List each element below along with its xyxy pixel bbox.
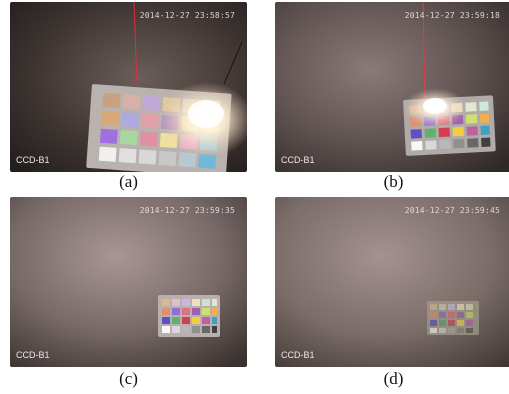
timestamp-a: 2014-12-27 23:58:57 (139, 11, 235, 20)
caption-d: (d) (383, 369, 404, 388)
camera-label-c: CCD-B1 (16, 350, 50, 360)
caption-b: (b) (383, 172, 404, 191)
camera-label-a: CCD-B1 (16, 155, 50, 165)
camera-label-d: CCD-B1 (281, 350, 315, 360)
timestamp-b: 2014-12-27 23:59:18 (404, 11, 500, 20)
underwater-image-a (10, 2, 247, 172)
timestamp-c: 2014-12-27 23:59:35 (139, 206, 235, 215)
timestamp-d: 2014-12-27 23:59:45 (404, 206, 500, 215)
caption-c: (c) (119, 369, 138, 388)
photo-panel-a: 2014-12-27 23:58:57 CCD-B1 (10, 2, 247, 172)
photo-panel-d: 2014-12-27 23:59:45 CCD-B1 (275, 197, 509, 367)
underwater-image-b (275, 2, 509, 172)
underwater-image-d (275, 197, 509, 367)
photo-panel-b: 2014-12-27 23:59:18 CCD-B1 (275, 2, 509, 172)
caption-a: (a) (119, 172, 138, 191)
underwater-image-c (10, 197, 247, 367)
camera-label-b: CCD-B1 (281, 155, 315, 165)
photo-panel-c: 2014-12-27 23:59:35 CCD-B1 (10, 197, 247, 367)
